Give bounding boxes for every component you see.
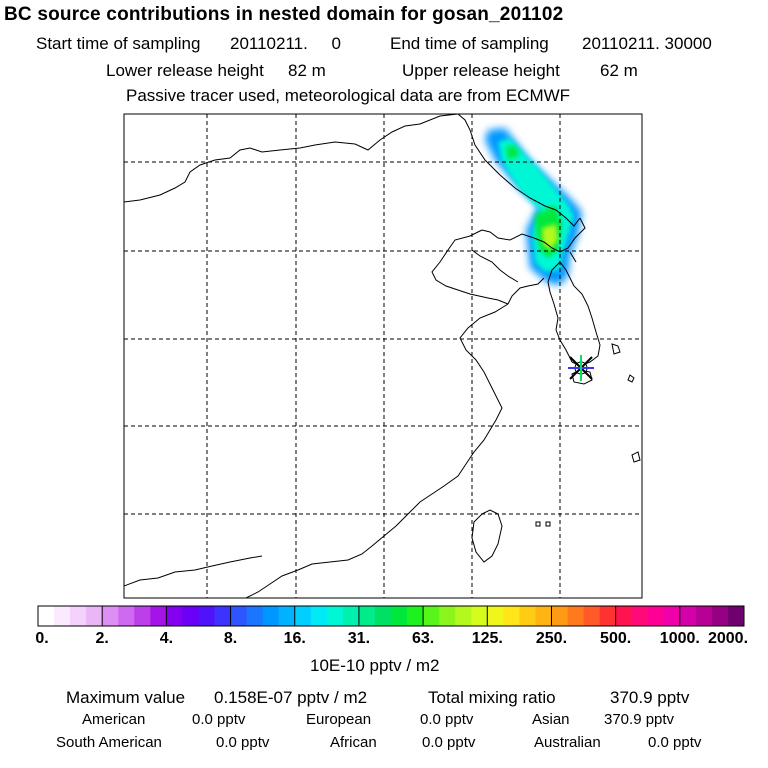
colorbar-swatch — [38, 606, 55, 626]
colorbar-swatch — [310, 606, 328, 626]
colorbar-swatch — [551, 606, 568, 626]
colorbar-tick-label: 31. — [347, 630, 371, 647]
colorbar-swatch — [711, 606, 729, 626]
colorbar-tick-label: 8. — [223, 630, 238, 647]
coastlines — [124, 114, 641, 598]
end-time-label: End time of sampling — [390, 34, 549, 53]
tracer-note: Passive tracer used, meteorological data… — [126, 86, 571, 105]
region-name: Asian — [532, 711, 570, 728]
colorbar-swatch — [118, 606, 135, 626]
colorbar-swatch — [535, 606, 552, 626]
total-mixing-label: Total mixing ratio — [428, 688, 556, 707]
colorbar-swatch — [727, 606, 745, 626]
region-value: 0.0 pptv — [422, 734, 476, 751]
colorbar-swatch — [342, 606, 360, 626]
colorbar-swatch — [567, 606, 585, 626]
colorbar-swatch — [262, 606, 280, 626]
receptor-marker — [568, 355, 594, 381]
colorbar-swatch — [423, 606, 440, 626]
colorbar-tick-label: 63. — [411, 630, 435, 647]
colorbar-swatch — [214, 606, 232, 626]
max-value: 0.158E-07 pptv / m2 — [214, 688, 368, 707]
colorbar-swatch — [134, 606, 151, 626]
colorbar-swatch — [166, 606, 183, 626]
region-value: 0.0 pptv — [420, 711, 474, 728]
region-value: 0.0 pptv — [648, 734, 702, 751]
region-name: South American — [56, 734, 162, 751]
colorbar-tick-label: 16. — [283, 630, 306, 647]
colorbar-tick-label: 4. — [159, 630, 174, 647]
map-frame — [123, 113, 643, 599]
colorbar-swatch — [102, 606, 119, 626]
upper-height-value: 62 m — [600, 61, 638, 80]
start-time-label: Start time of sampling — [36, 34, 201, 53]
region-name: American — [82, 711, 146, 728]
region-name: European — [306, 711, 372, 728]
lower-height-value: 82 m — [288, 61, 326, 80]
grid-lines — [124, 114, 642, 598]
colorbar-swatch — [503, 606, 520, 626]
colorbar-swatch — [294, 606, 312, 626]
colorbar-swatch — [86, 606, 103, 626]
colorbar-units: 10E-10 pptv / m2 — [310, 656, 440, 675]
colorbar-swatch — [455, 606, 472, 626]
colorbar-swatch — [391, 606, 408, 626]
end-time-value: 20110211. 30000 — [582, 34, 712, 53]
colorbar-tick-label: 1000. — [659, 630, 700, 647]
colorbar-tick-label: 2. — [95, 630, 109, 647]
colorbar-tick-label: 500. — [600, 630, 632, 647]
colorbar-swatch — [182, 606, 199, 626]
colorbar-frame — [37, 605, 745, 627]
colorbar-swatch — [647, 606, 665, 626]
colorbar-swatch — [663, 606, 681, 626]
chart-title: BC source contributions in nested domain… — [4, 4, 564, 25]
colorbar-swatch — [407, 606, 424, 626]
colorbar-swatch — [70, 606, 87, 626]
colorbar-swatch — [54, 606, 71, 626]
colorbar-swatch — [374, 606, 392, 626]
colorbar-swatch — [326, 606, 344, 626]
colorbar-tick-label: 2000. — [707, 630, 749, 647]
colorbar-swatch — [631, 606, 649, 626]
colorbar-swatch — [471, 606, 488, 626]
region-value: 370.9 pptv — [604, 711, 675, 728]
upper-height-label: Upper release height — [402, 61, 560, 80]
region-name: Australian — [534, 734, 601, 751]
colorbar-swatch — [679, 606, 697, 626]
colorbar-swatch — [358, 606, 376, 626]
total-mixing-value: 370.9 pptv — [610, 688, 690, 707]
colorbar-swatch — [615, 606, 633, 626]
region-value: 0.0 pptv — [216, 734, 270, 751]
start-time-value: 20110211. 0 — [230, 34, 341, 53]
region-value: 0.0 pptv — [192, 711, 246, 728]
region-name: African — [330, 734, 377, 751]
max-value-label: Maximum value — [66, 688, 186, 707]
colorbar-swatch — [519, 606, 536, 626]
colorbar-swatch — [487, 606, 504, 626]
colorbar-swatch — [599, 606, 617, 626]
colorbar-tick-label: 0. — [35, 630, 49, 647]
colorbar-swatch — [150, 606, 167, 626]
lower-height-label: Lower release height — [106, 61, 264, 80]
colorbar-tick-label: 125. — [471, 630, 503, 647]
colorbar-tick-label: 250. — [535, 630, 568, 647]
colorbar-swatch — [246, 606, 264, 626]
colorbar-swatch — [278, 606, 296, 626]
colorbar-swatch — [439, 606, 456, 626]
colorbar-swatch — [198, 606, 215, 626]
colorbar-swatch — [695, 606, 713, 626]
colorbar-swatch — [583, 606, 601, 626]
colorbar-swatch — [230, 606, 248, 626]
